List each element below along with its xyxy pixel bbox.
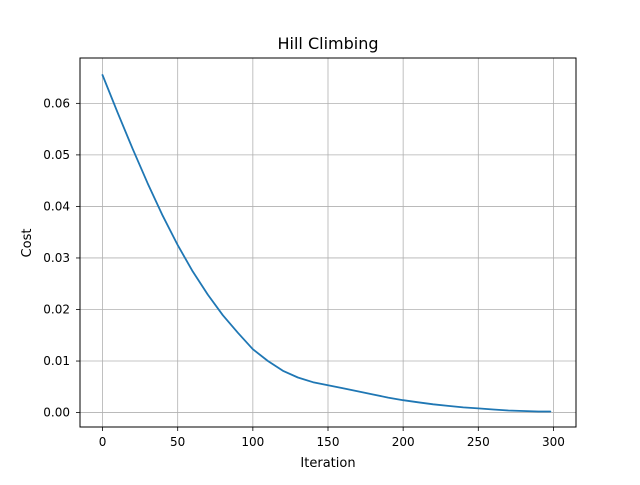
cost-series-line <box>101 74 552 413</box>
y-axis-label: Cost <box>20 229 35 258</box>
x-tick-label: 50 <box>170 435 185 449</box>
x-axis-ticks: 0 50 100 150 200 250 300 <box>99 427 565 449</box>
y-axis-ticks: 0.00 0.01 0.02 0.03 0.04 0.05 0.06 <box>43 96 80 420</box>
y-tick-label: 0.06 <box>43 96 70 110</box>
y-tick-label: 0.02 <box>43 302 70 316</box>
y-tick-label: 0.03 <box>43 251 70 265</box>
chart-title: Hill Climbing <box>278 34 379 53</box>
x-axis-label: Iteration <box>300 456 355 471</box>
x-tick-label: 100 <box>241 435 264 449</box>
x-tick-label: 200 <box>392 435 415 449</box>
y-tick-label: 0.00 <box>43 406 70 420</box>
grid-lines <box>80 58 576 427</box>
x-tick-label: 0 <box>99 435 107 449</box>
series-layer <box>101 74 552 413</box>
y-tick-label: 0.05 <box>43 148 70 162</box>
x-tick-label: 150 <box>317 435 340 449</box>
x-tick-label: 300 <box>542 435 565 449</box>
y-tick-label: 0.04 <box>43 199 70 213</box>
x-tick-label: 250 <box>467 435 490 449</box>
y-tick-label: 0.01 <box>43 354 70 368</box>
